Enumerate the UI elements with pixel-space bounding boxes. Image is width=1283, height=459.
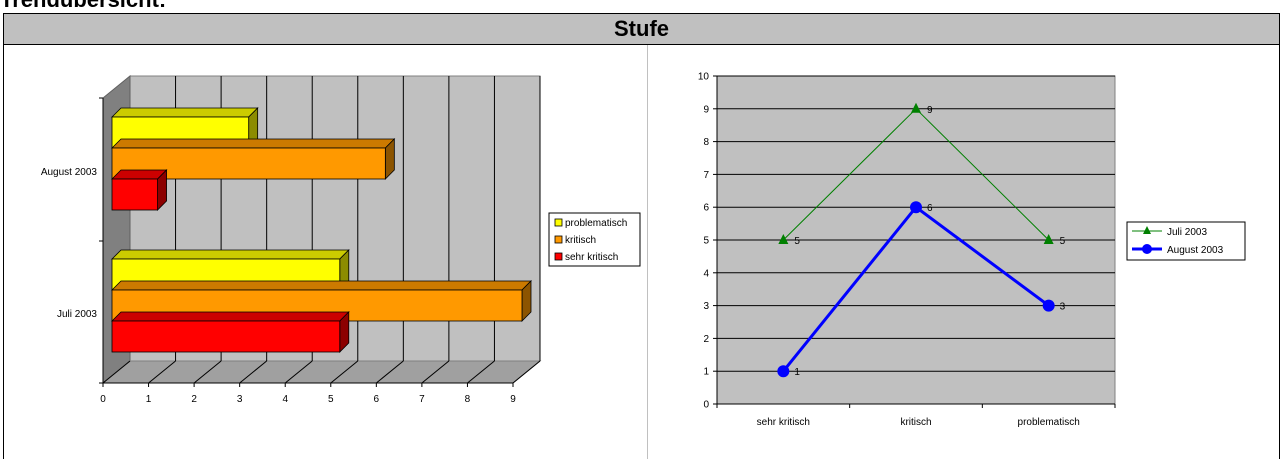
bar-x-tick-label: 9: [510, 394, 516, 405]
bar-x-tick-label: 3: [237, 394, 243, 405]
bar-floor-gridline: [376, 360, 404, 384]
bar: [111, 178, 158, 211]
line-y-tick-label: 9: [703, 104, 709, 115]
panel-title: Stufe: [4, 14, 1279, 45]
bar-floor-gridline: [239, 360, 267, 384]
bar-top-face: [111, 280, 532, 291]
bar-floor-gridline: [330, 360, 359, 384]
line-y-tick-label: 0: [703, 400, 709, 411]
line-marker: [777, 365, 790, 378]
bar-x-tick-label: 8: [465, 394, 471, 405]
bar-category-label: Juli 2003: [57, 309, 97, 320]
bar-floor-gridline: [512, 360, 541, 384]
line-y-tick-label: 10: [698, 72, 710, 83]
line-data-label: 6: [927, 203, 933, 214]
line-x-tick-label: sehr kritisch: [757, 417, 810, 428]
bar-x-tick-label: 1: [146, 394, 152, 405]
page-title: Trendübersicht:: [0, 0, 166, 12]
bar-x-tick-label: 5: [328, 394, 334, 405]
bar-x-tick-label: 0: [100, 394, 106, 405]
bar-legend-swatch: [554, 218, 563, 227]
bar-top-face: [111, 311, 350, 322]
line-y-tick-label: 2: [703, 334, 709, 345]
panel-divider: [647, 45, 648, 459]
line-marker: [1042, 299, 1055, 312]
bar-category-label: August 2003: [41, 167, 98, 178]
bar-floor-gridline: [284, 360, 313, 384]
line-x-tick-label: kritisch: [900, 417, 931, 428]
bar-legend: [548, 212, 641, 267]
bar-legend-label: problematisch: [565, 218, 627, 229]
bar-legend-label: kritisch: [565, 235, 596, 246]
line-marker: [910, 201, 922, 214]
line-marker: [911, 102, 921, 113]
bar-floor-gridline: [148, 360, 176, 384]
bar-x-tick-label: 7: [419, 394, 425, 405]
line-y-tick-label: 6: [703, 203, 709, 214]
bar-top-face: [111, 107, 259, 118]
bar-floor: [101, 360, 542, 384]
bar-floor-gridline: [421, 360, 450, 384]
line-data-label: 9: [927, 105, 933, 116]
line-legend-marker: [1143, 226, 1151, 234]
line-y-tick-label: 8: [703, 137, 709, 148]
line-y-tick-label: 5: [703, 236, 709, 247]
bar-floor-gridline: [467, 360, 495, 384]
line-data-label: 5: [794, 236, 800, 247]
line-legend-marker: [1142, 244, 1152, 254]
bar: [111, 320, 341, 353]
bar-top-face: [111, 249, 350, 260]
line-data-label: 1: [794, 367, 800, 378]
line-data-label: 3: [1060, 302, 1066, 313]
line-x-tick-label: problematisch: [1018, 417, 1080, 428]
bar-floor-gridline: [102, 360, 131, 384]
bar-x-tick-label: 6: [374, 394, 380, 405]
line-y-tick-label: 3: [703, 301, 709, 312]
bar-legend-label: sehr kritisch: [565, 252, 618, 263]
bar-legend-swatch: [554, 252, 563, 261]
bar: [111, 147, 386, 180]
line-y-tick-label: 7: [703, 170, 709, 181]
line-legend-label: August 2003: [1167, 245, 1224, 256]
line-y-tick-label: 4: [703, 268, 709, 279]
bar-top-face: [111, 138, 396, 149]
line-marker: [1043, 234, 1054, 244]
bar-floor-gridline: [193, 360, 222, 384]
line-data-label: 5: [1060, 236, 1066, 247]
line-y-tick-label: 1: [703, 367, 709, 378]
bar-x-tick-label: 2: [191, 394, 197, 405]
stufe-panel: Stufe: [3, 13, 1280, 459]
bar-legend-swatch: [554, 235, 563, 244]
line-marker: [778, 234, 789, 244]
bar-x-tick-label: 4: [282, 394, 288, 405]
line-legend-label: Juli 2003: [1167, 227, 1207, 238]
